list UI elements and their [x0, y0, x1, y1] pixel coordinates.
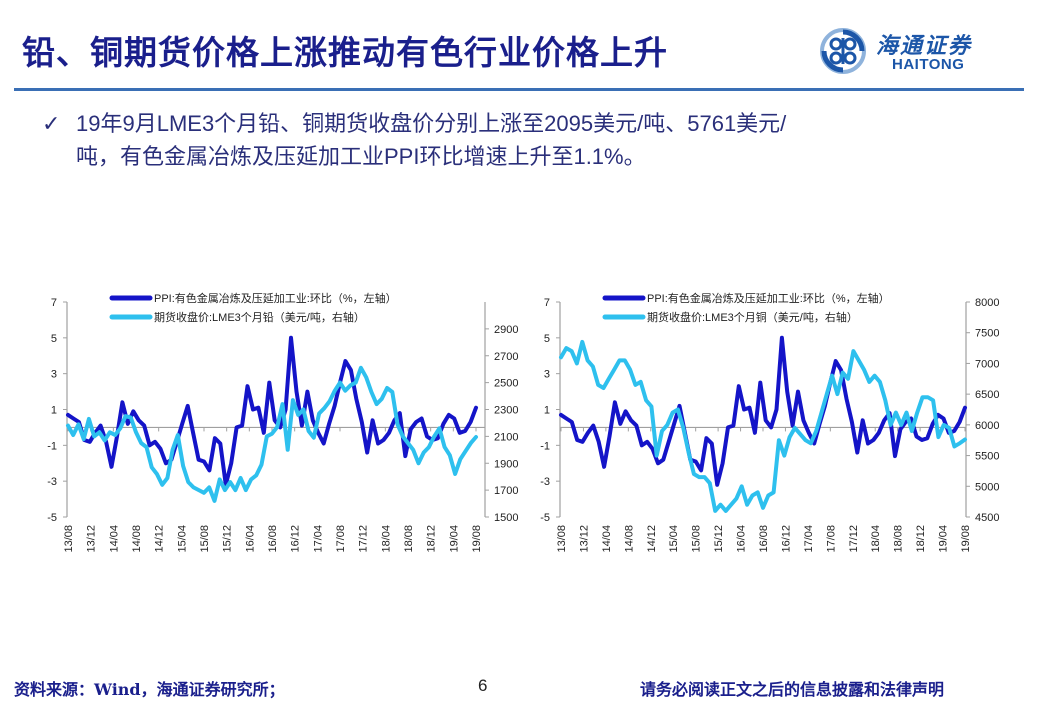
x-tick-label: 17/12	[848, 525, 860, 553]
page-number: 6	[478, 676, 488, 695]
left-tick-label: 1	[544, 405, 550, 417]
right-tick-label: 5500	[975, 451, 999, 463]
right-tick-label: 2300	[494, 405, 518, 417]
x-tick-label: 17/12	[358, 525, 370, 553]
lme-price-series-line	[66, 365, 478, 503]
right-tick-label: 6000	[975, 420, 999, 432]
lead-axes: 7 5 3 1 -1 -3 -5 2900 2700 2500 2300 2100 1900 1700 15…	[47, 297, 518, 553]
ppi-series-line	[559, 335, 967, 487]
legend-label: PPI:有色金属冶炼及压延加工业:环比（%，左轴）	[647, 291, 890, 305]
right-tick-label: 2100	[494, 431, 518, 443]
disclaimer-note: 请务必阅读正文之后的信息披露和法律声明	[640, 680, 945, 699]
x-tick-label: 17/04	[312, 525, 324, 553]
lme-price-series-line	[559, 339, 967, 513]
summary-bullet: ✓ 19年9月LME3个月铅、铜期货收盘价分别上涨至2095美元/吨、5761美…	[42, 107, 992, 173]
x-tick-label: 17/04	[803, 525, 815, 553]
lead-legend: PPI:有色金属冶炼及压延加工业:环比（%，左轴） 期货收盘价:LME3个月铅（美…	[109, 291, 397, 324]
left-tick-label: 3	[544, 369, 550, 381]
x-tick-label: 13/12	[578, 525, 590, 553]
x-tick-label: 15/12	[222, 525, 234, 553]
logo-english-name: HAITONG	[892, 56, 965, 73]
x-tick-label: 13/08	[63, 525, 75, 553]
left-tick-label: -1	[47, 440, 57, 452]
x-tick-label: 16/04	[736, 525, 748, 553]
right-tick-label: 1500	[494, 512, 518, 524]
x-tick-label: 19/04	[938, 525, 950, 553]
right-tick-label: 2700	[494, 351, 518, 363]
left-tick-label: 5	[51, 333, 57, 345]
x-tick-label: 14/08	[623, 525, 635, 553]
left-tick-label: 3	[51, 369, 57, 381]
haitong-logo: 海通证券 HAITONG	[820, 26, 1010, 78]
check-icon: ✓	[42, 111, 61, 136]
logo-chinese-name: 海通证券	[876, 33, 973, 59]
right-tick-label: 7000	[975, 358, 999, 370]
x-tick-label: 15/04	[668, 525, 680, 553]
right-tick-label: 8000	[975, 297, 999, 309]
bullet-line-2: 吨，有色金属冶炼及压延加工业PPI环比增速上升至1.1%。	[76, 144, 646, 169]
x-tick-label: 14/12	[646, 525, 658, 553]
legend-label: PPI:有色金属冶炼及压延加工业:环比（%，左轴）	[154, 291, 397, 305]
legend-label: 期货收盘价:LME3个月铜（美元/吨，右轴）	[647, 310, 858, 324]
x-tick-label: 14/04	[108, 525, 120, 553]
right-tick-label: 1900	[494, 458, 518, 470]
x-tick-label: 18/04	[870, 525, 882, 553]
right-tick-label: 5000	[975, 481, 999, 493]
x-tick-label: 16/04	[244, 525, 256, 553]
right-tick-label: 6500	[975, 389, 999, 401]
x-tick-label: 15/08	[691, 525, 703, 553]
right-tick-label: 2900	[494, 324, 518, 336]
left-tick-label: 7	[544, 297, 550, 309]
left-tick-label: -3	[47, 476, 57, 488]
x-tick-label: 13/12	[86, 525, 98, 553]
x-tick-label: 14/12	[154, 525, 166, 553]
x-tick-label: 16/08	[758, 525, 770, 553]
copper-axes: 7 5 3 1 -1 -3 -5 8000 7500 7000 6500 6000 5500 5000 45…	[540, 297, 999, 553]
x-tick-label: 15/12	[713, 525, 725, 553]
x-tick-label: 18/12	[915, 525, 927, 553]
x-tick-label: 17/08	[825, 525, 837, 553]
x-tick-label: 15/04	[176, 525, 188, 553]
bullet-line-1: 19年9月LME3个月铅、铜期货收盘价分别上涨至2095美元/吨、5761美元/	[76, 111, 787, 136]
left-tick-label: -5	[47, 512, 57, 524]
x-tick-label: 19/08	[471, 525, 483, 553]
x-tick-label: 16/12	[780, 525, 792, 553]
x-tick-label: 18/04	[380, 525, 392, 553]
haitong-logo-icon	[820, 28, 866, 74]
left-tick-label: 1	[51, 405, 57, 417]
x-tick-label: 14/08	[131, 525, 143, 553]
copper-legend: PPI:有色金属冶炼及压延加工业:环比（%，左轴） 期货收盘价:LME3个月铜（美…	[602, 291, 890, 324]
x-tick-label: 14/04	[601, 525, 613, 553]
left-tick-label: 7	[51, 297, 57, 309]
x-tick-label: 19/04	[448, 525, 460, 553]
legend-label: 期货收盘价:LME3个月铅（美元/吨，右轴）	[154, 310, 365, 324]
x-tick-label: 18/08	[893, 525, 905, 553]
x-tick-label: 16/12	[290, 525, 302, 553]
slide-title: 铅、铜期货价格上涨推动有色行业价格上升	[22, 33, 668, 72]
right-tick-label: 2500	[494, 378, 518, 390]
x-tick-label: 17/08	[335, 525, 347, 553]
left-tick-label: -3	[540, 476, 550, 488]
right-tick-label: 4500	[975, 512, 999, 524]
title-divider	[14, 88, 1024, 91]
x-tick-label: 19/08	[960, 525, 972, 553]
x-tick-label: 15/08	[199, 525, 211, 553]
right-tick-label: 1700	[494, 485, 518, 497]
x-tick-label: 16/08	[267, 525, 279, 553]
left-tick-label: 5	[544, 333, 550, 345]
left-tick-label: -5	[540, 512, 550, 524]
x-tick-label: 13/08	[556, 525, 568, 553]
x-tick-label: 18/12	[426, 525, 438, 553]
left-tick-label: -1	[540, 440, 550, 452]
x-tick-label: 18/08	[403, 525, 415, 553]
right-tick-label: 7500	[975, 328, 999, 340]
source-note: 资料来源：Wind，海通证券研究所；	[14, 680, 285, 699]
